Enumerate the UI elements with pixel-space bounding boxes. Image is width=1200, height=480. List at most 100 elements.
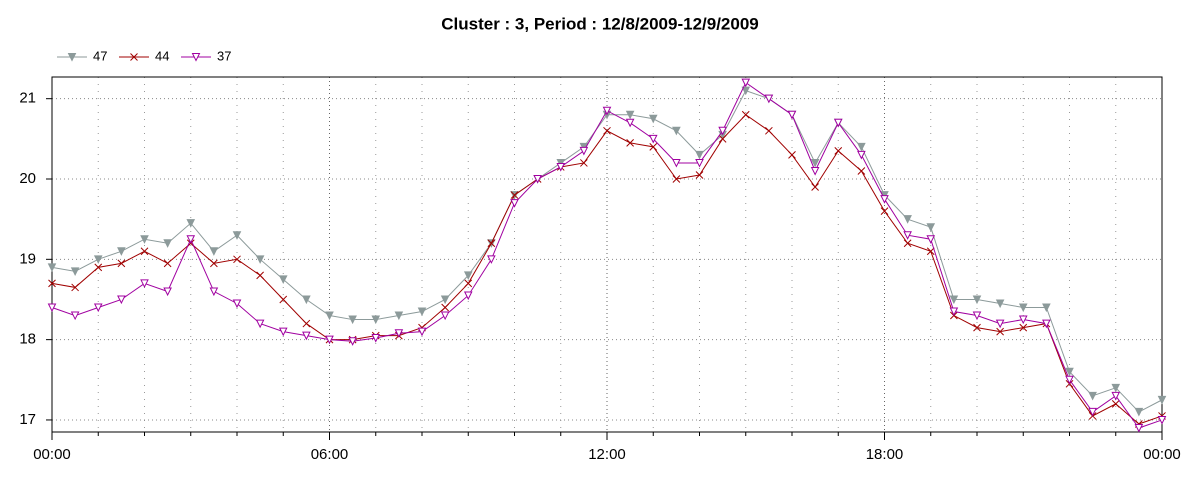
data-point: [256, 271, 264, 280]
data-point: [70, 267, 80, 276]
x-tick-label: 00:00: [1143, 446, 1181, 463]
data-point: [440, 295, 450, 305]
x-tick-label: 00:00: [33, 446, 71, 463]
data-point: [163, 259, 172, 268]
legend-marker: [67, 53, 77, 62]
data-point: [163, 239, 172, 248]
data-point: [1018, 315, 1028, 325]
data-point: [1134, 407, 1144, 417]
data-point: [556, 158, 566, 168]
data-point: [1065, 375, 1074, 385]
data-point: [857, 150, 866, 160]
data-point: [417, 307, 427, 317]
x-tick-label: 18:00: [866, 446, 904, 463]
data-point: [995, 299, 1005, 309]
data-point: [487, 239, 496, 248]
data-point: [834, 147, 843, 155]
data-point: [93, 255, 103, 264]
data-point: [810, 166, 820, 176]
data-point: [279, 295, 288, 304]
data-point: [371, 334, 381, 343]
data-point: [302, 319, 311, 328]
data-point: [857, 142, 866, 152]
data-point: [510, 199, 519, 208]
series-line: [51, 90, 1163, 413]
data-point: [972, 311, 982, 321]
data-point: [810, 158, 820, 168]
data-point: [394, 329, 404, 338]
data-point: [811, 183, 819, 191]
data-point: [117, 247, 126, 256]
data-point: [463, 271, 473, 281]
data-point: [233, 255, 241, 264]
data-point: [1088, 391, 1097, 401]
data-point: [325, 311, 334, 321]
data-point: [949, 295, 959, 305]
data-point: [1111, 400, 1120, 408]
data-point: [348, 315, 357, 325]
y-tick-label: 18: [19, 331, 36, 348]
data-point: [140, 235, 149, 244]
legend-label: 37: [217, 48, 231, 63]
data-point: [695, 150, 704, 160]
data-point: [510, 191, 519, 199]
data-point: [625, 110, 635, 120]
data-point: [741, 78, 751, 88]
data-point: [325, 335, 334, 345]
data-point: [348, 337, 357, 346]
data-point: [278, 327, 288, 337]
data-point: [302, 331, 311, 341]
series-line: [51, 81, 1163, 429]
data-point: [255, 255, 265, 264]
data-point: [903, 215, 912, 224]
data-point: [1111, 391, 1121, 401]
data-point: [117, 295, 126, 305]
data-point: [163, 287, 172, 297]
x-tick-label: 12:00: [588, 446, 626, 463]
x-tick-label: 06:00: [311, 446, 349, 463]
data-point: [440, 311, 450, 321]
data-point: [186, 219, 196, 228]
data-point: [788, 151, 796, 159]
data-point: [626, 139, 634, 147]
data-point: [648, 114, 658, 124]
data-point: [672, 126, 681, 136]
data-point: [741, 110, 750, 119]
data-point: [232, 299, 242, 309]
data-point: [949, 307, 959, 317]
data-point: [880, 195, 889, 204]
data-point: [1088, 407, 1097, 417]
data-point: [1019, 323, 1028, 332]
chart-title: Cluster : 3, Period : 12/8/2009-12/9/200…: [441, 14, 759, 33]
data-point: [602, 106, 612, 116]
data-point: [996, 327, 1004, 336]
y-tick-label: 17: [19, 411, 36, 428]
data-point: [48, 279, 56, 288]
data-point: [903, 239, 912, 248]
data-point: [1018, 303, 1028, 313]
data-point: [93, 303, 103, 313]
data-point: [394, 311, 404, 321]
data-point: [787, 110, 797, 120]
data-point: [232, 231, 242, 240]
y-tick-label: 20: [19, 170, 36, 187]
data-point: [995, 319, 1005, 329]
plot-frame: [51, 76, 1163, 433]
data-point: [579, 146, 589, 156]
data-point: [857, 167, 866, 175]
data-point: [417, 327, 427, 337]
data-point: [210, 259, 218, 268]
data-point: [833, 118, 843, 128]
data-point: [70, 311, 80, 321]
data-point: [117, 259, 126, 268]
data-point: [209, 247, 219, 256]
data-point: [47, 263, 57, 272]
data-point: [880, 207, 889, 215]
data-point: [209, 287, 219, 297]
data-point: [487, 255, 496, 264]
legend-marker: [191, 53, 201, 62]
data-point: [1065, 367, 1074, 377]
data-point: [695, 158, 704, 168]
data-point: [603, 126, 611, 135]
